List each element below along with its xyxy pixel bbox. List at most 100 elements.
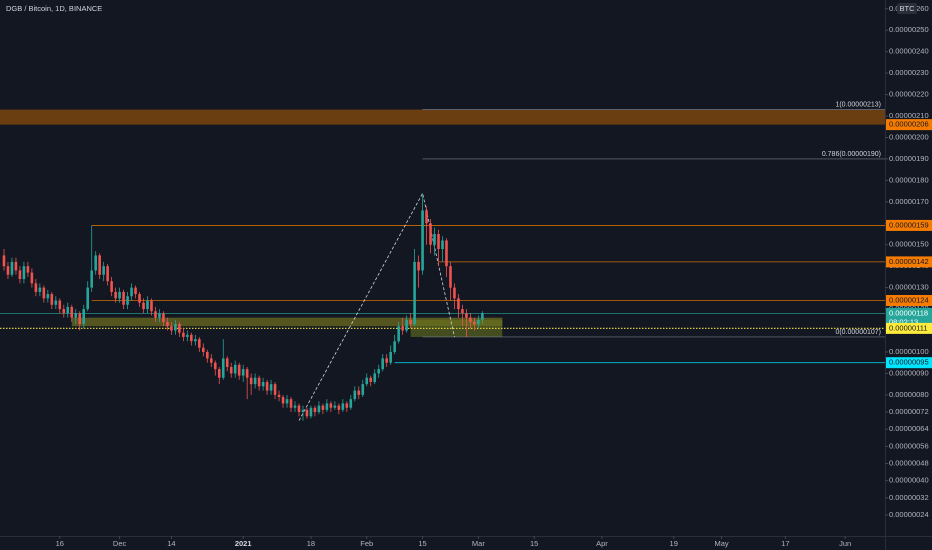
candle-body bbox=[353, 390, 357, 400]
candle-body bbox=[245, 369, 249, 378]
candle-body bbox=[182, 332, 185, 337]
price-label: 0.00000118 bbox=[889, 308, 928, 317]
candle-body bbox=[321, 405, 325, 410]
candle-body bbox=[122, 291, 125, 305]
candle-body bbox=[118, 291, 121, 299]
y-tick-label: 0.00000200 bbox=[889, 132, 929, 141]
candle-body bbox=[241, 369, 245, 376]
candle-body bbox=[209, 358, 213, 363]
candle-body bbox=[233, 364, 237, 374]
price-label-box bbox=[886, 119, 932, 131]
candle-body bbox=[481, 313, 484, 320]
price-label-box bbox=[886, 294, 932, 306]
candle-body bbox=[437, 234, 440, 250]
candle-body bbox=[70, 306, 74, 318]
candle-body bbox=[229, 366, 233, 374]
candle-body bbox=[26, 266, 30, 273]
x-tick-label: May bbox=[714, 539, 728, 548]
candle-body bbox=[221, 358, 225, 378]
candle-body bbox=[205, 351, 209, 359]
candle-body bbox=[301, 409, 305, 413]
candle-body bbox=[46, 294, 50, 299]
price-label-box bbox=[886, 322, 932, 334]
candle-body bbox=[54, 300, 58, 305]
candle-body bbox=[94, 255, 97, 271]
y-tick-label: 0.00000100 bbox=[889, 347, 929, 356]
trendline bbox=[298, 192, 455, 421]
y-tick-label: 0.00000150 bbox=[889, 240, 929, 249]
candle-body bbox=[162, 313, 165, 322]
candle-body bbox=[317, 405, 321, 413]
candle-body bbox=[457, 298, 460, 310]
candle-body bbox=[18, 270, 22, 280]
x-tick-label: 19 bbox=[670, 539, 678, 548]
unit-badge bbox=[897, 3, 917, 14]
candle-body bbox=[397, 326, 400, 342]
y-tick-label: 0.00000220 bbox=[889, 90, 929, 99]
price-label: 0.00000111 bbox=[889, 323, 928, 332]
y-tick-label: 0.00000230 bbox=[889, 68, 929, 77]
y-tick-label: 0.00000170 bbox=[889, 197, 929, 206]
candle-body bbox=[477, 319, 480, 325]
candle-body bbox=[349, 399, 353, 408]
candle-body bbox=[465, 313, 468, 318]
zone bbox=[71, 317, 503, 327]
candle-body bbox=[194, 339, 197, 342]
candle-body bbox=[341, 403, 345, 410]
candle-body bbox=[170, 326, 173, 331]
candle-body bbox=[154, 311, 157, 318]
x-tick-label: 2021 bbox=[235, 539, 252, 548]
y-tick-label: 0.00000240 bbox=[889, 47, 929, 56]
candle-body bbox=[385, 358, 388, 363]
price-label: 0.00000124 bbox=[889, 295, 929, 304]
candle-body bbox=[305, 409, 309, 417]
candle-body bbox=[421, 210, 424, 271]
candle-body bbox=[405, 319, 408, 331]
axes: 0.000002600.000002500.000002400.00000230… bbox=[56, 3, 932, 548]
y-tick-label: 0.00000080 bbox=[889, 390, 929, 399]
candle-body bbox=[429, 223, 432, 245]
chart-title: DGB / Bitcoin, 1D, BINANCE bbox=[6, 4, 102, 13]
candle-body bbox=[269, 384, 273, 391]
x-tick-label: 16 bbox=[56, 539, 64, 548]
candle-body bbox=[102, 266, 105, 275]
candle-body bbox=[142, 302, 145, 310]
candle-body bbox=[337, 405, 341, 410]
candle-body bbox=[62, 309, 66, 314]
candle-body bbox=[2, 255, 6, 267]
candle-body bbox=[365, 377, 369, 385]
candle-body bbox=[377, 369, 381, 374]
candle-body bbox=[461, 309, 464, 314]
x-tick-label: 17 bbox=[781, 539, 789, 548]
candle-body bbox=[217, 369, 221, 378]
x-tick-label: 14 bbox=[167, 539, 175, 548]
candle-body bbox=[58, 300, 62, 310]
candle-body bbox=[38, 287, 42, 292]
y-tick-label: 0.00000180 bbox=[889, 175, 929, 184]
candle-body bbox=[357, 390, 361, 395]
fib-label: 0(0.00000107) bbox=[835, 329, 881, 336]
fib-label: 0.786(0.00000190) bbox=[822, 151, 881, 158]
candle-body bbox=[469, 317, 472, 322]
candle-body bbox=[10, 261, 14, 275]
candle-body bbox=[445, 240, 448, 267]
price-label-box bbox=[886, 357, 932, 369]
candle-body bbox=[126, 296, 129, 305]
candle-body bbox=[174, 324, 177, 331]
candle-body bbox=[74, 313, 78, 318]
candle-body bbox=[289, 399, 293, 408]
candle-body bbox=[213, 362, 217, 370]
price-label-box bbox=[886, 256, 932, 268]
y-tick-label: 0.00000250 bbox=[889, 25, 929, 34]
candle-body bbox=[361, 384, 365, 395]
x-tick-label: Mar bbox=[472, 539, 485, 548]
candle-body bbox=[130, 287, 133, 297]
countdown-label: 08:02:13 bbox=[889, 317, 918, 326]
candle-body bbox=[90, 270, 93, 288]
candle-body bbox=[198, 339, 201, 348]
candle-body bbox=[313, 407, 317, 413]
x-tick-label: Dec bbox=[113, 539, 127, 548]
candle-body bbox=[261, 381, 265, 387]
